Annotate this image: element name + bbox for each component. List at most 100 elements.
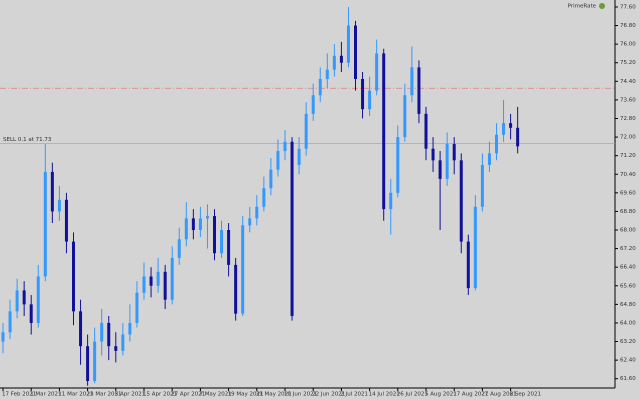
candle-body xyxy=(290,141,294,316)
candle-body xyxy=(220,230,224,254)
y-tick-label: 74.40 xyxy=(620,79,636,85)
candle-body xyxy=(431,148,435,161)
y-tick-label: 72.00 xyxy=(620,135,636,141)
candle-body xyxy=(509,123,513,128)
candle-body xyxy=(452,144,456,161)
candle-body xyxy=(276,151,280,170)
candle-body xyxy=(121,334,125,351)
x-tick-label: 27 Aug 2021 xyxy=(481,392,516,398)
candle-body xyxy=(304,113,308,149)
candle-body xyxy=(318,78,322,96)
x-tick-label: 17 Feb 2021 xyxy=(2,392,36,398)
x-tick-label: 31 May 2021 xyxy=(256,392,292,398)
candle-body xyxy=(346,25,350,63)
candle-body xyxy=(15,290,19,312)
candle-body xyxy=(389,192,393,210)
candle-body xyxy=(332,55,336,70)
candle-body xyxy=(375,53,379,91)
candle-body xyxy=(205,216,209,219)
candle-body xyxy=(64,199,68,242)
candle-body xyxy=(72,241,75,312)
candle-body xyxy=(170,257,174,300)
candle-body xyxy=(241,225,245,314)
y-tick-label: 68.00 xyxy=(620,228,636,234)
candle-body xyxy=(114,346,118,351)
y-tick-label: 67.20 xyxy=(620,246,636,252)
x-tick-label: 23 Mar 2021 xyxy=(87,392,122,398)
candle-body xyxy=(248,218,252,226)
candle-body xyxy=(262,188,266,207)
y-tick-label: 66.40 xyxy=(620,265,636,271)
candle-body xyxy=(8,311,12,333)
x-tick-label: 17 Aug 2021 xyxy=(453,392,488,398)
candle-body xyxy=(227,230,231,265)
candle-body xyxy=(487,153,491,165)
candle-body xyxy=(368,90,372,110)
y-tick-label: 69.60 xyxy=(620,190,636,196)
candle-body xyxy=(445,144,449,179)
y-tick-label: 72.80 xyxy=(620,116,636,122)
candle-body xyxy=(93,341,97,382)
candle-body xyxy=(459,160,463,242)
candle-body xyxy=(502,123,506,135)
y-tick-label: 62.40 xyxy=(620,358,636,364)
candle-body xyxy=(128,322,132,335)
candle-body xyxy=(325,69,329,79)
y-tick-label: 76.80 xyxy=(620,23,636,29)
candle-body xyxy=(79,311,83,347)
candle-body xyxy=(135,292,139,323)
candle-body xyxy=(361,78,365,110)
y-tick-label: 64.80 xyxy=(620,302,636,308)
candle-body xyxy=(234,264,238,314)
y-tick-label: 76.00 xyxy=(620,42,636,48)
candle-body xyxy=(29,304,33,323)
watermark: PrimeRate xyxy=(568,4,597,10)
candle-body xyxy=(495,134,498,154)
candle-body xyxy=(403,95,407,138)
x-tick-label: 5 Apr 2021 xyxy=(115,392,146,398)
y-tick-label: 64.00 xyxy=(620,320,636,326)
candle-body xyxy=(269,169,273,189)
x-tick-label: 11 Mar 2021 xyxy=(58,392,93,398)
candle-body xyxy=(107,322,111,347)
candle-body xyxy=(198,218,202,231)
y-tick-label: 65.60 xyxy=(620,283,636,289)
x-tick-label: 19 May 2021 xyxy=(228,392,264,398)
candle-body xyxy=(184,218,188,240)
candle-body xyxy=(177,239,181,258)
candle-body xyxy=(57,199,61,212)
y-tick-label: 70.40 xyxy=(620,172,636,178)
y-tick-label: 73.60 xyxy=(620,97,636,103)
candle-body xyxy=(22,290,26,305)
candle-body xyxy=(438,160,442,179)
candle-body xyxy=(50,171,54,212)
y-tick-label: 61.60 xyxy=(620,376,636,382)
x-tick-label: 15 Apr 2021 xyxy=(143,392,177,398)
candle-body xyxy=(163,271,167,300)
candle-body xyxy=(382,53,386,210)
x-tick-label: 27 Apr 2021 xyxy=(171,392,205,398)
candle-body xyxy=(142,276,146,293)
candle-body xyxy=(516,127,520,147)
candle-body xyxy=(36,276,40,323)
candle-body xyxy=(149,276,153,286)
candle-body xyxy=(43,171,47,277)
x-tick-label: 7 May 2021 xyxy=(199,392,231,398)
y-tick-label: 68.80 xyxy=(620,209,636,215)
candle-body xyxy=(311,95,315,114)
candle-body xyxy=(297,148,301,165)
level-label: SELL 0.1 at 71.73 xyxy=(3,137,52,143)
watermark-icon xyxy=(599,3,605,9)
x-tick-label: 5 Aug 2021 xyxy=(425,392,457,398)
candle-body xyxy=(86,346,90,382)
x-tick-label: 26 Jul 2021 xyxy=(397,392,428,398)
candle-body xyxy=(354,25,357,79)
candle-body xyxy=(156,271,160,286)
candle-body xyxy=(466,241,470,289)
candle-body xyxy=(396,137,400,193)
candle-body xyxy=(339,55,343,63)
candle-body xyxy=(424,113,428,149)
y-tick-label: 77.60 xyxy=(620,4,636,10)
y-tick-label: 75.20 xyxy=(620,60,636,66)
